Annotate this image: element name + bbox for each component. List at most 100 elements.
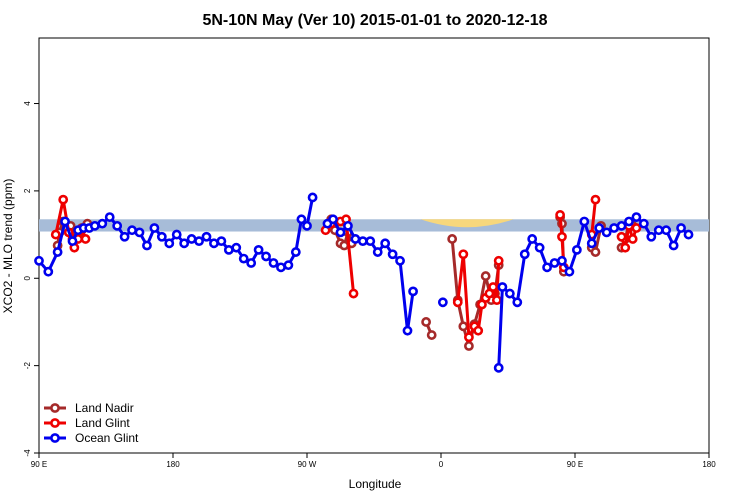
data-point [343,220,353,231]
data-point [380,238,391,249]
x-tick-label: 180 [702,460,716,469]
data-point [402,325,413,336]
data-point [493,255,504,266]
data-point [365,236,376,247]
data-point [627,234,638,244]
data-point [186,234,197,244]
data-point [335,227,346,238]
y-tick-label: 0 [23,275,32,280]
data-point [653,225,664,236]
x-axis-label: Longitude [349,477,402,491]
data-point [473,325,484,336]
data-point [527,234,538,244]
data-point [661,225,672,236]
plot-frame [38,37,710,454]
data-point [542,262,552,273]
data-point [246,258,257,268]
data-point [534,242,545,253]
data-point [616,220,627,231]
data-point [519,249,530,260]
series-line [590,199,597,235]
x-tick-label: 180 [166,460,180,469]
data-point [437,297,448,308]
data-point [328,214,338,225]
data-point [52,247,63,257]
data-point [253,244,264,255]
data-point [620,242,631,253]
y-tick-label: 4 [23,101,32,106]
data-point [112,220,123,231]
data-point [624,216,634,227]
data-point [447,234,458,244]
data-point [488,282,499,292]
data-point [590,247,601,257]
data-point [194,236,204,247]
y-tick-label: 2 [23,188,32,193]
data-point [127,225,137,236]
data-point [58,194,69,205]
data-point [67,236,78,247]
series-2 [34,192,694,373]
data-point [631,212,642,223]
data-point [97,218,108,229]
data-point [223,244,234,255]
legend-label: Land Glint [75,416,130,430]
data-point [339,240,350,251]
data-point [171,229,182,240]
data-point [555,210,566,220]
data-point [493,362,504,373]
x-axis: 90 E 180 90 W 0 90 E 180 [31,453,716,469]
data-point [89,220,100,231]
data-point [512,297,523,308]
band-rect [39,219,709,232]
series-layer [34,192,694,373]
legend-label: Land Nadir [75,401,134,415]
data-point [34,255,44,266]
data-point [609,223,619,233]
data-point [50,229,61,240]
data-point [179,238,190,249]
y-tick-label: -4 [23,449,32,457]
data-point [238,253,249,264]
data-point [307,192,318,203]
data-point [464,332,474,343]
data-point [421,317,432,327]
data-point [395,255,405,266]
data-point [676,223,686,233]
data-point [296,214,307,225]
data-point [268,258,279,268]
data-point [43,266,54,277]
data-point [119,231,130,242]
data-point [491,295,502,306]
data-point [357,236,368,247]
data-point [231,242,242,253]
data-point [458,249,469,260]
data-point [350,234,361,244]
data-point [594,223,605,233]
legend-swatch-marker [50,433,60,443]
data-point [480,271,491,281]
y-tick-label: -2 [23,362,32,370]
y-axis-label: XCO2 - MLO trend (ppm) [1,179,15,314]
legend-label: Ocean Glint [75,431,139,445]
data-point [646,231,657,242]
chart-title: 5N-10N May (Ver 10) 2015-01-01 to 2020-1… [202,12,547,29]
data-point [408,286,418,297]
data-point [142,240,152,251]
data-point [209,238,219,249]
data-point [60,216,70,227]
data-point [557,231,567,242]
data-point [557,255,567,266]
data-point [586,238,597,249]
y-axis: -4 -2 0 2 4 [23,101,39,457]
data-point [261,251,271,262]
data-point [458,321,469,332]
data-point [156,231,167,242]
data-point [276,262,286,273]
data-point [387,249,398,260]
data-point [601,227,612,238]
legend-swatch-marker [50,403,60,413]
data-point [104,212,115,223]
data-point [149,223,160,233]
